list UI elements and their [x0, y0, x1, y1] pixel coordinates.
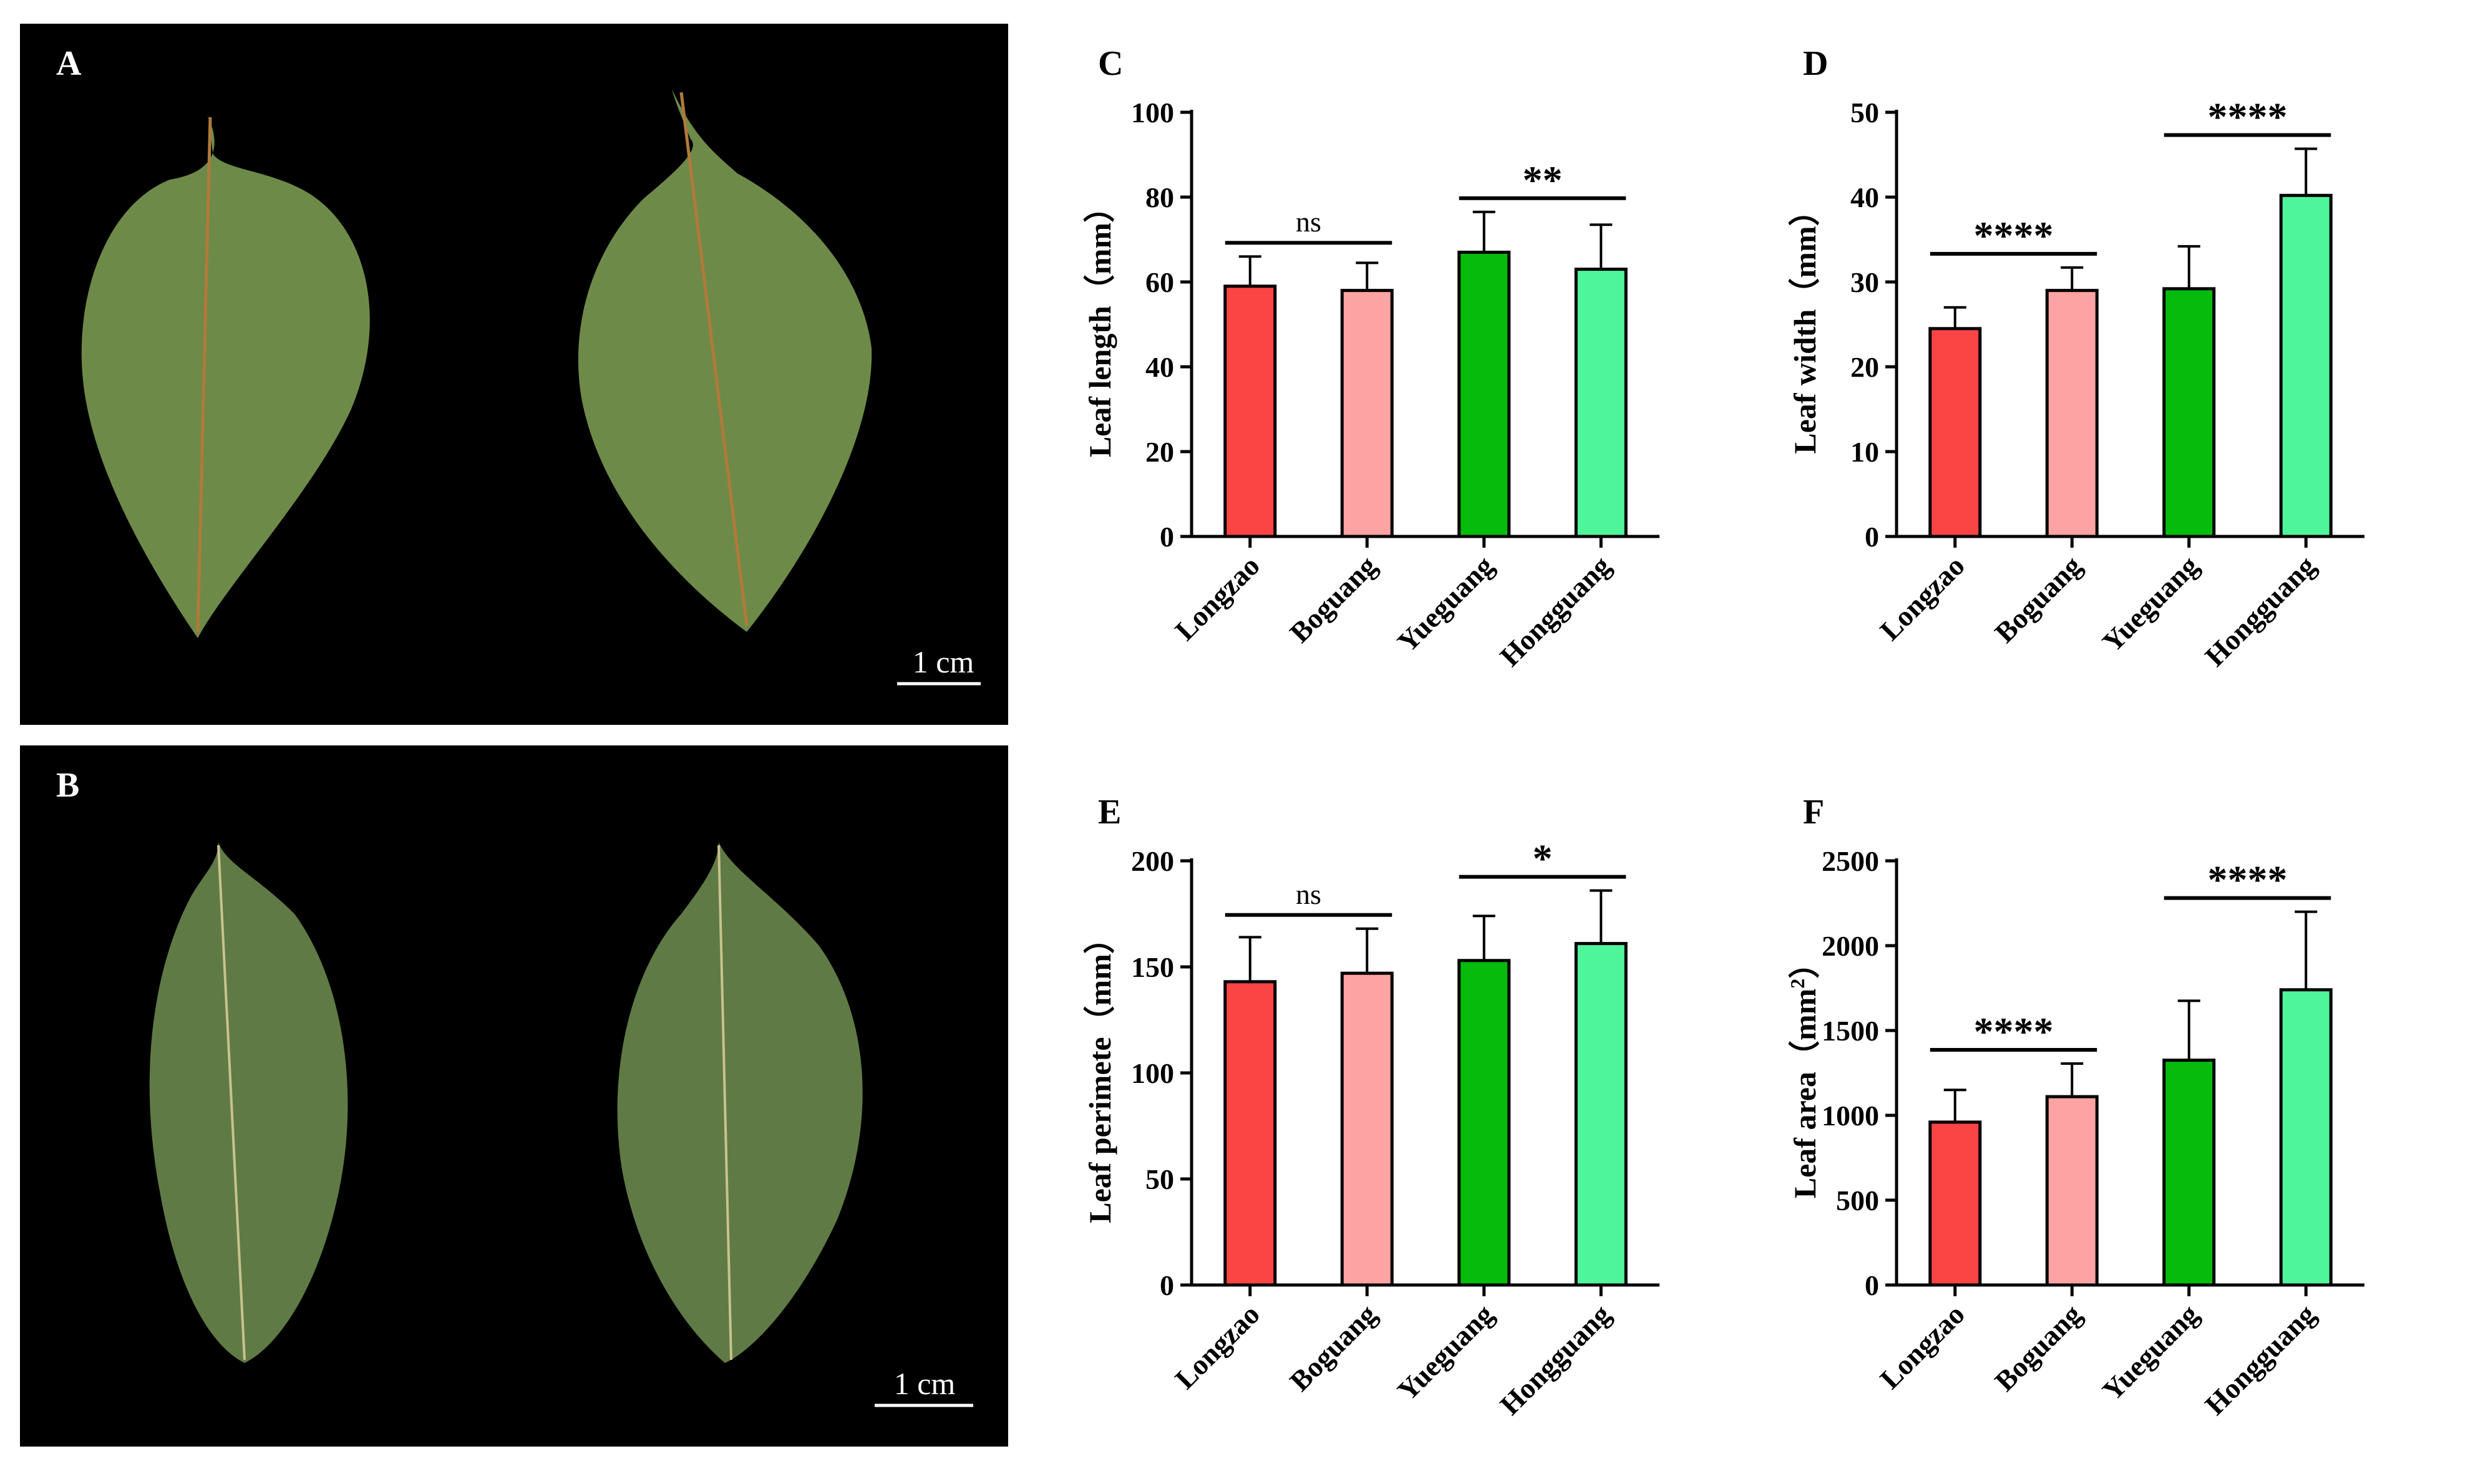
chart-svg-d: D 0 10 20 30 40 50 Leaf width（mm） Longzao Boguang… — [1787, 44, 2364, 672]
significance-label: ns — [1296, 878, 1321, 910]
x-tick-label: Longzao — [1873, 1298, 1970, 1395]
y-tick-label: 1500 — [1822, 1015, 1879, 1047]
leaf-midrib — [217, 845, 246, 1360]
y-tick-label: 0 — [1865, 521, 1879, 553]
leaf-shape — [149, 842, 348, 1363]
y-tick-label: 100 — [1131, 1057, 1174, 1089]
leaf-photo-a: 1 cm A — [20, 24, 1008, 725]
bar — [1928, 327, 1982, 538]
x-tick-label: Boguang — [1988, 1298, 2087, 1397]
bar — [1574, 942, 1628, 1287]
x-tick-label: Boguang — [1283, 1298, 1382, 1397]
chart-svg-e: E 0 50 100 150 200 Leaf perimete（mm） Longzao Bog… — [1082, 793, 1659, 1421]
leaf-midrib — [679, 92, 749, 626]
bar — [1223, 980, 1277, 1287]
y-tick-label: 20 — [1145, 436, 1174, 468]
significance-label: **** — [1974, 213, 2054, 258]
y-tick-label: 80 — [1145, 182, 1174, 213]
panel-letter: E — [1098, 793, 1121, 832]
bar — [2045, 289, 2099, 538]
y-axis-label: Leaf width（mm） — [1787, 195, 1822, 453]
y-tick-label: 50 — [1145, 1163, 1174, 1195]
bar — [2279, 988, 2333, 1287]
significance-label: **** — [1974, 1009, 2054, 1054]
y-tick-label: 2500 — [1822, 845, 1879, 877]
y-axis-label-superscript: 2 — [1786, 979, 1809, 989]
significance-label: **** — [2208, 858, 2288, 902]
leaf-midrib — [196, 117, 212, 633]
y-tick-label: 0 — [1160, 1269, 1174, 1301]
panel-letter: D — [1803, 44, 1828, 83]
y-tick-label: 40 — [1850, 182, 1879, 213]
y-axis-label-end: ） — [1787, 948, 1822, 979]
x-tick-label: Boguang — [1283, 550, 1382, 649]
x-tick-label: Yueguang — [1391, 550, 1500, 658]
leaf-shape — [578, 89, 872, 632]
chart-leaf-length: C 0 20 40 60 80 100 Leaf length（mm） Longzao Bogua… — [1061, 25, 1684, 724]
bar — [1457, 250, 1511, 538]
leaf-shape — [81, 114, 370, 638]
x-tick-label: Yueguang — [2096, 1298, 2205, 1407]
y-tick-label: 20 — [1850, 351, 1879, 383]
chart-svg-f: F 0 500 1000 1500 2000 2500 Leaf area（mm2） Longz… — [1786, 793, 2364, 1421]
bar — [2279, 193, 2333, 538]
y-tick-label: 10 — [1850, 436, 1879, 468]
bar — [1574, 268, 1628, 538]
y-axis-label: Leaf area（mm2） — [1786, 948, 1822, 1198]
significance-label: * — [1533, 837, 1553, 881]
bar — [1340, 289, 1394, 538]
leaf-photo-b: 1 cm B — [20, 745, 1008, 1447]
panel-letter: C — [1098, 44, 1123, 83]
significance-label: **** — [2208, 94, 2288, 138]
chart-leaf-width: D 0 10 20 30 40 50 Leaf width（mm） Longzao Boguang… — [1766, 25, 2389, 724]
panel-letter: F — [1803, 793, 1824, 832]
y-tick-label: 2000 — [1822, 930, 1879, 962]
y-tick-label: 150 — [1131, 951, 1174, 983]
bar — [2162, 1059, 2216, 1287]
leaf-shape — [617, 842, 863, 1363]
x-tick-label: Boguang — [1988, 550, 2087, 649]
y-tick-label: 100 — [1131, 97, 1174, 129]
bar — [2045, 1095, 2099, 1287]
significance-label: ns — [1296, 206, 1321, 238]
x-tick-label: Yueguang — [2096, 550, 2205, 658]
scale-bar-label: 1 cm — [913, 644, 974, 679]
panel-letter: B — [56, 766, 79, 805]
x-tick-label: Hongguang — [2198, 1298, 2321, 1421]
bar — [1340, 971, 1394, 1287]
x-tick-label: Hongguang — [1494, 1298, 1616, 1421]
y-tick-label: 0 — [1865, 1269, 1879, 1301]
bar — [1928, 1120, 1982, 1287]
x-tick-label: Hongguang — [2198, 550, 2321, 672]
panel-letter: A — [56, 44, 82, 83]
y-tick-label: 50 — [1850, 97, 1879, 129]
x-tick-label: Longzao — [1168, 1298, 1265, 1395]
y-tick-label: 200 — [1131, 845, 1174, 877]
chart-leaf-perimeter: E 0 50 100 150 200 Leaf perimete（mm） Longzao Bog… — [1061, 774, 1684, 1472]
y-tick-label: 40 — [1145, 351, 1174, 383]
y-axis-label: Leaf length（mm） — [1082, 192, 1117, 457]
y-tick-label: 1000 — [1822, 1100, 1879, 1132]
leaf-midrib — [717, 845, 732, 1360]
bar — [1457, 959, 1511, 1287]
chart-svg-c: C 0 20 40 60 80 100 Leaf length（mm） Longzao Bogua… — [1082, 44, 1659, 672]
y-tick-label: 60 — [1145, 266, 1174, 298]
x-tick-label: Longzao — [1168, 550, 1265, 646]
x-tick-label: Longzao — [1873, 550, 1970, 646]
chart-leaf-area: F 0 500 1000 1500 2000 2500 Leaf area（mm2） Longz… — [1766, 774, 2389, 1472]
y-tick-label: 0 — [1160, 521, 1174, 553]
y-tick-label: 30 — [1850, 266, 1879, 298]
bar — [2162, 287, 2216, 538]
significance-label: ** — [1523, 158, 1563, 202]
x-tick-label: Hongguang — [1494, 550, 1616, 672]
x-tick-label: Yueguang — [1391, 1298, 1500, 1407]
y-axis-label: Leaf perimete（mm） — [1082, 923, 1117, 1223]
bar — [1223, 284, 1277, 538]
scale-bar-label: 1 cm — [894, 1366, 956, 1401]
y-tick-label: 500 — [1836, 1185, 1879, 1216]
